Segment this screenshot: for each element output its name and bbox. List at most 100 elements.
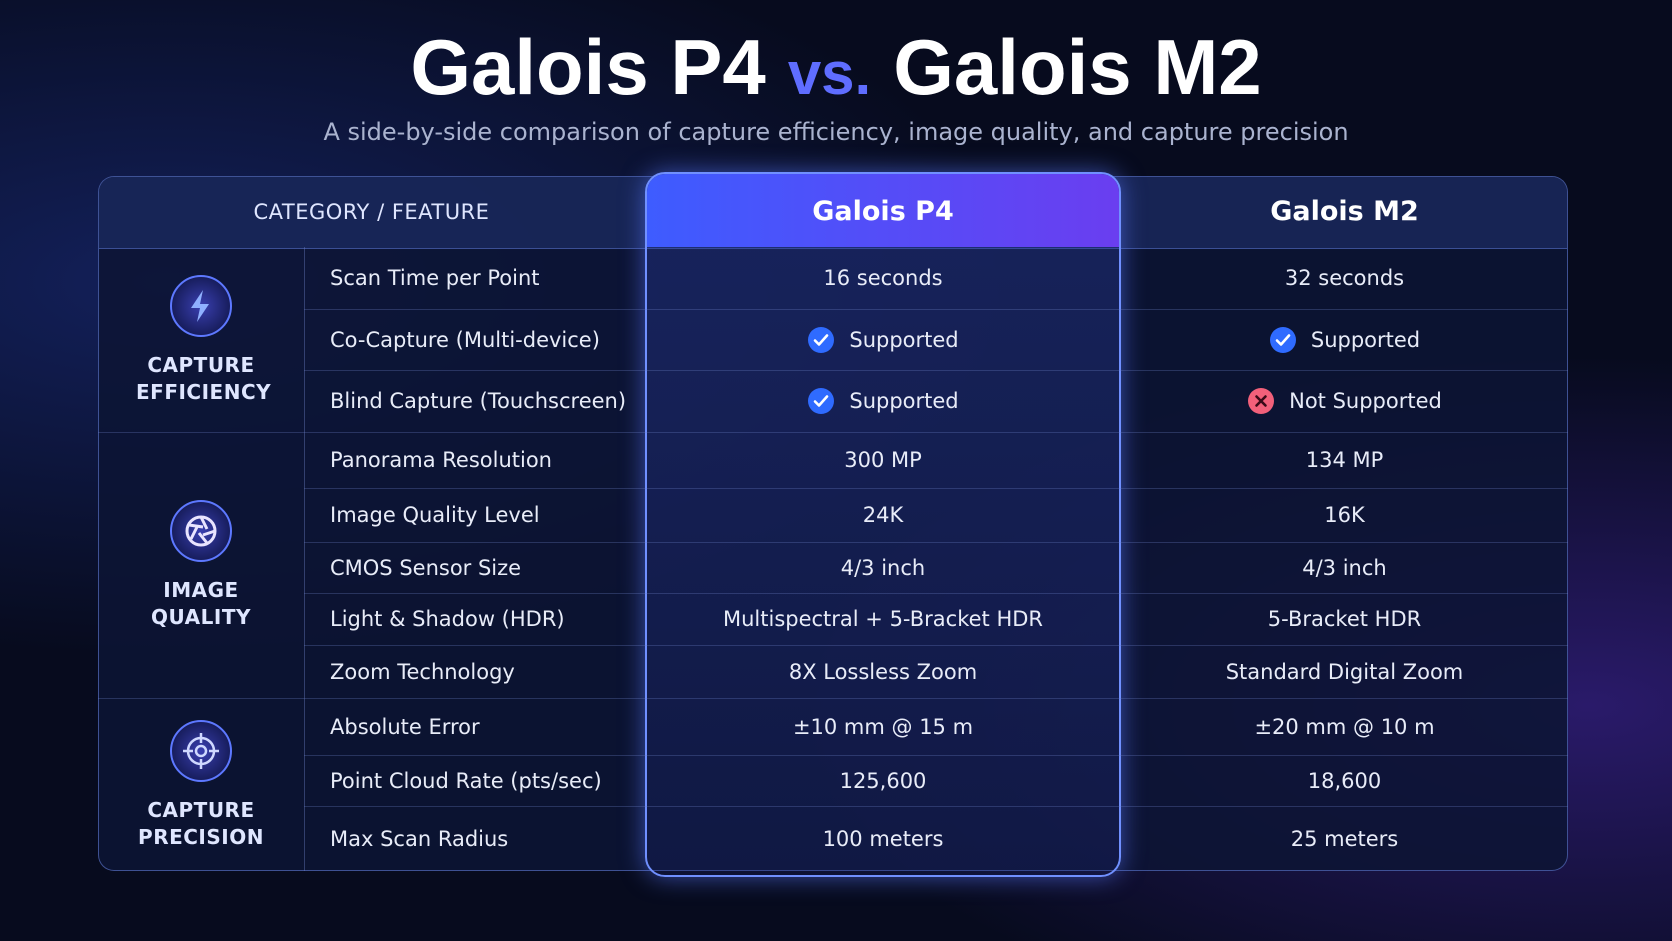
cell-text: Co-Capture (Multi-device) [330,327,600,352]
column-header: CATEGORY / FEATURE [253,199,490,224]
row-separator [304,806,1568,807]
group-separator [98,698,1568,699]
cell-text: 32 seconds [1284,266,1405,290]
value-cell: Supported [1121,309,1568,370]
feature-cell: Image Quality Level [330,488,645,542]
value-cell: 4/3 inch [645,542,1121,593]
row-separator [304,755,1568,756]
cell-text: 4/3 inch [1302,555,1387,580]
cell-text: Not Supported [1289,389,1442,413]
column-header: Galois M2 [1270,196,1419,227]
feature-cell: Blind Capture (Touchscreen) [330,370,645,432]
cell-text: Supported [1310,327,1421,352]
feature-cell: Co-Capture (Multi-device) [330,309,645,370]
cell-text: 18,600 [1307,768,1382,793]
value-cell: 300 MP [645,432,1121,488]
value-cell: ±20 mm @ 10 m [1121,698,1568,755]
category-name: IMAGE QUALITY [151,578,251,629]
column-header: Galois P4 [812,196,954,227]
row-separator [304,542,1568,543]
value-cell: Supported [645,309,1121,370]
category-icon [169,499,233,563]
status-icon [1269,326,1297,354]
feature-cell: Absolute Error [330,698,645,755]
cell-text: Panorama Resolution [330,448,552,472]
cell-text: Image Quality Level [330,503,540,527]
cell-text: Zoom Technology [330,659,515,684]
feature-cell: Max Scan Radius [330,806,645,871]
cell-text: Scan Time per Point [330,266,540,290]
value-cell: Standard Digital Zoom [1121,645,1568,698]
cell-text: 100 meters [822,826,944,851]
value-cell: 16 seconds [645,247,1121,309]
cell-text: 16 seconds [823,266,943,290]
value-cell: Supported [645,370,1121,432]
value-cell: 8X Lossless Zoom [645,645,1121,698]
cell-text: ±10 mm @ 15 m [792,714,974,739]
value-cell: Multispectral + 5-Bracket HDR [645,593,1121,645]
highlight-column [645,172,1121,877]
cell-text: 24K [862,503,904,527]
cell-text: 300 MP [844,448,922,472]
cell-text: Multispectral + 5-Bracket HDR [722,607,1044,631]
category-icon [169,274,233,338]
feature-cell: CMOS Sensor Size [330,542,645,593]
cell-text: Absolute Error [330,714,480,739]
category-icon [169,719,233,783]
feature-cell: Panorama Resolution [330,432,645,488]
cell-text: Light & Shadow (HDR) [330,607,565,631]
cell-text: CMOS Sensor Size [330,555,522,580]
group-separator [98,432,1568,433]
row-separator [304,645,1568,646]
value-cell: 24K [645,488,1121,542]
category-name: CAPTURE PRECISION [138,797,264,849]
title-right: Galois M2 [893,23,1262,111]
cell-text: 125,600 [839,768,927,793]
value-cell: 25 meters [1121,806,1568,871]
value-cell: 125,600 [645,755,1121,806]
cell-text: Supported [849,389,959,413]
cell-text: Standard Digital Zoom [1225,659,1464,684]
feature-cell: Zoom Technology [330,645,645,698]
category-cell: CAPTURE EFFICIENCY [98,247,304,432]
cell-text: 25 meters [1290,826,1399,851]
cell-text: 5-Bracket HDR [1267,607,1422,631]
cell-text: Max Scan Radius [330,826,509,851]
divider [304,247,305,871]
status-icon [807,326,835,354]
value-cell: ±10 mm @ 15 m [645,698,1121,755]
feature-cell: Point Cloud Rate (pts/sec) [330,755,645,806]
cell-text: ±20 mm @ 10 m [1254,714,1435,739]
category-cell: IMAGE QUALITY [98,432,304,698]
cell-text: Point Cloud Rate (pts/sec) [330,768,602,793]
cell-text: Blind Capture (Touchscreen) [330,389,627,413]
cell-text: 16K [1324,503,1365,527]
title-left: Galois P4 [410,23,766,111]
feature-cell: Scan Time per Point [330,247,645,309]
value-cell: 134 MP [1121,432,1568,488]
value-cell: 100 meters [645,806,1121,871]
cell-text: 4/3 inch [840,555,926,580]
subtitle: A side-by-side comparison of capture eff… [323,118,1349,146]
status-icon [1247,387,1275,415]
cell-text: 8X Lossless Zoom [788,659,978,684]
category-cell: CAPTURE PRECISION [98,698,304,871]
title: Galois P4 vs. Galois M2 [0,22,1672,113]
value-cell: 5-Bracket HDR [1121,593,1568,645]
value-cell: 16K [1121,488,1568,542]
value-cell: 32 seconds [1121,247,1568,309]
highlight-header [647,174,1119,247]
feature-cell: Light & Shadow (HDR) [330,593,645,645]
category-name: CAPTURE EFFICIENCY [136,352,272,404]
value-cell: 18,600 [1121,755,1568,806]
title-vs: vs. [787,40,872,107]
row-separator [304,370,1568,371]
cell-text: Supported [849,327,959,352]
row-separator [304,488,1568,489]
row-separator [304,593,1568,594]
value-cell: 4/3 inch [1121,542,1568,593]
row-separator [304,309,1568,310]
cell-text: 134 MP [1305,448,1384,472]
value-cell: Not Supported [1121,370,1568,432]
